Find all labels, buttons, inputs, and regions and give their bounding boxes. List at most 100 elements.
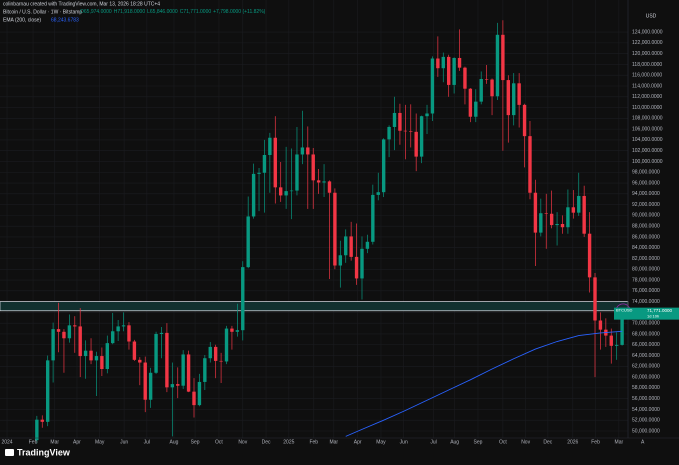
y-tick-label: 110,000.0000 <box>632 105 662 111</box>
y-tick-label: 100,000.0000 <box>632 159 663 165</box>
y-tick-label: 122,000.0000 <box>632 40 663 46</box>
y-tick-label: 50,000.0000 <box>632 428 660 434</box>
candle-body <box>522 104 527 137</box>
candle-body <box>327 181 332 193</box>
currency: USD <box>646 13 657 19</box>
x-tick-label: Sep <box>191 439 200 445</box>
ohlc-change: +7,798.0000 (+11.82%) <box>213 9 266 15</box>
candle-body <box>474 101 478 117</box>
x-tick-label: Aug <box>169 439 178 445</box>
candle-body <box>463 67 467 89</box>
candle-body <box>121 325 126 327</box>
candle-body <box>73 325 77 327</box>
candle-body <box>457 57 462 68</box>
y-tick-label: 66,000.0000 <box>632 342 660 348</box>
candle-body <box>555 224 559 226</box>
y-tick-label: 80,000.0000 <box>632 267 660 273</box>
candle-body <box>506 80 511 116</box>
y-tick-label: 96,000.0000 <box>632 180 660 186</box>
candle-body <box>138 359 142 363</box>
y-tick-label: 76,000.0000 <box>632 288 660 294</box>
price-label-countdown: 1d 10h <box>647 314 659 319</box>
price-label-value: 71,771.0000 <box>647 308 673 313</box>
candle-body <box>360 248 364 279</box>
candle-body <box>159 332 164 334</box>
candle-body <box>94 356 99 361</box>
candle-body <box>452 57 456 85</box>
y-tick-label: 102,000.0000 <box>632 148 663 154</box>
candle-body <box>311 154 315 181</box>
y-tick-label: 90,000.0000 <box>632 213 660 219</box>
candle-body <box>78 326 82 357</box>
y-tick-label: 94,000.0000 <box>632 191 660 197</box>
x-tick-label: Apr <box>354 439 362 445</box>
candle-body <box>235 330 240 332</box>
x-tick-label: A <box>641 439 645 445</box>
candle-body <box>495 34 500 97</box>
x-tick-label: Oct <box>499 439 507 445</box>
y-tick-label: 78,000.0000 <box>632 277 660 283</box>
ema-value: 68,243.6783 <box>51 17 79 23</box>
x-tick-label: Apr <box>73 439 81 445</box>
candle-body <box>392 112 397 127</box>
candle-body <box>398 112 402 131</box>
axes: 50,000.0000 52,000.0000 54,000.0000 56,000.… <box>1 29 679 445</box>
candle-body <box>35 419 39 441</box>
y-tick-label: 62,000.0000 <box>632 364 660 370</box>
candle-body <box>213 346 218 361</box>
candle-body <box>268 137 272 156</box>
candle-body <box>67 325 72 339</box>
candle-body <box>490 79 494 97</box>
candle-body <box>203 358 207 382</box>
candle-body <box>148 372 153 400</box>
y-tick-label: 64,000.0000 <box>632 353 660 359</box>
symbol-name: Bitcoin / U.S. Dollar · 1W · Bitstamp <box>3 9 82 15</box>
y-tick-label: 124,000.0000 <box>632 29 663 35</box>
y-tick-label: 52,000.0000 <box>632 418 660 424</box>
candle-body <box>208 346 212 359</box>
credit: colinbarnau created with TradingView.com… <box>3 1 160 7</box>
x-tick-label: 2025 <box>283 439 294 445</box>
candle-body <box>186 354 191 392</box>
candle-body <box>571 207 576 213</box>
candle-body <box>251 173 256 217</box>
candle-body <box>593 277 597 321</box>
candle-body <box>56 329 61 332</box>
candle-body <box>587 233 592 278</box>
candle-body <box>105 343 109 370</box>
candle-body <box>582 195 586 234</box>
x-tick-label: Nov <box>238 439 247 445</box>
candle-body <box>132 341 137 360</box>
candle-body <box>116 326 120 332</box>
price-zone <box>0 301 629 312</box>
price-label-symbol: BTCUSD <box>616 308 633 313</box>
candle-body <box>219 360 223 362</box>
y-tick-label: 56,000.0000 <box>632 396 660 402</box>
y-tick-label: 104,000.0000 <box>632 137 663 143</box>
candle-body <box>230 328 234 332</box>
candle-body <box>197 381 202 406</box>
candle-body <box>289 190 294 192</box>
candle-body <box>100 356 104 370</box>
candle-body <box>51 329 55 361</box>
candle-body <box>344 236 348 256</box>
candle-body <box>365 241 370 249</box>
plot-area <box>0 20 631 444</box>
y-tick-label: 106,000.0000 <box>632 126 663 132</box>
candle-body <box>83 350 88 357</box>
x-tick-label: Sep <box>474 439 483 445</box>
candle-body <box>414 131 418 157</box>
candle-body <box>295 154 299 191</box>
candle-body <box>484 78 489 80</box>
candle-body <box>446 56 451 85</box>
candle-body <box>387 126 391 140</box>
ema-line <box>345 330 623 437</box>
x-tick-label: Dec <box>543 439 552 445</box>
candle-body <box>143 362 147 400</box>
candle-body <box>419 116 424 157</box>
candle-body <box>154 333 158 373</box>
ema-legend: EMA (200, close) <box>3 17 41 23</box>
candle-body <box>354 256 359 279</box>
